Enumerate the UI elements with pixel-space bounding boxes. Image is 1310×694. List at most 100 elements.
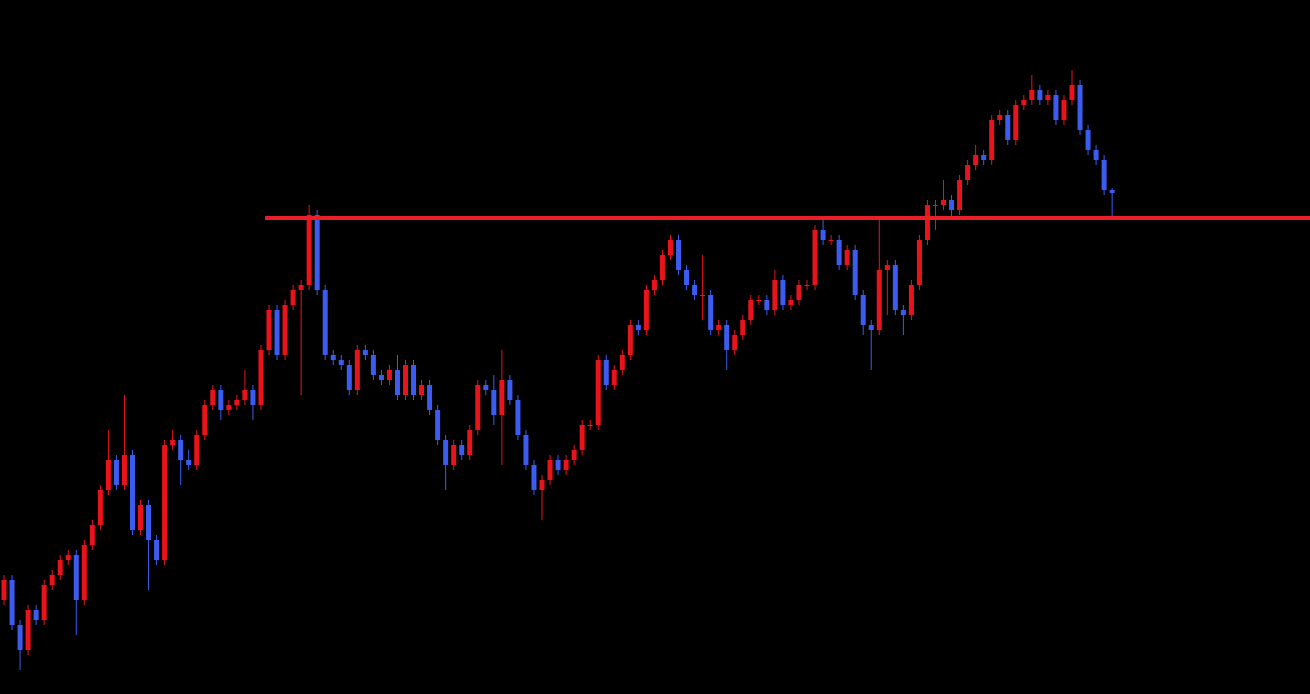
candle-body: [186, 460, 192, 465]
candle-body: [65, 555, 71, 560]
candle-body: [635, 325, 641, 330]
candle-body: [868, 325, 874, 330]
candle-body: [298, 285, 304, 290]
candle-body: [290, 290, 296, 305]
candle-body: [700, 295, 706, 296]
candle-body: [1037, 90, 1043, 100]
candle-body: [234, 400, 240, 405]
candle-body: [989, 120, 995, 160]
candle-body: [595, 360, 601, 425]
candle-body: [218, 390, 224, 410]
candle-body: [852, 250, 858, 295]
candle-body: [1109, 190, 1115, 193]
candle-body: [515, 400, 521, 435]
candle-body: [563, 460, 569, 470]
candle-body: [531, 465, 537, 490]
candle-body: [812, 230, 818, 285]
candle-body: [716, 325, 722, 330]
candle-body: [81, 545, 87, 600]
candle-body: [740, 320, 746, 335]
candle-body: [250, 390, 256, 405]
candle-body: [900, 310, 906, 315]
candle-body: [1005, 115, 1011, 140]
candle-body: [651, 280, 657, 290]
candle-body: [138, 505, 144, 530]
candle-body: [162, 445, 168, 560]
candle-body: [89, 525, 95, 545]
candle-body: [949, 200, 955, 210]
candle-body: [113, 460, 119, 485]
candle-body: [820, 230, 826, 240]
candle-body: [435, 410, 441, 440]
candle-body: [202, 405, 208, 435]
candle-body: [828, 240, 834, 241]
candle-body: [1061, 100, 1067, 120]
candle-body: [756, 300, 762, 301]
candle-body: [941, 200, 947, 205]
candle-body: [732, 335, 738, 350]
candle-body: [362, 350, 368, 355]
candle-body: [274, 310, 280, 355]
candle-body: [724, 325, 730, 350]
candle-body: [780, 280, 786, 305]
candle-body: [1069, 85, 1075, 100]
candle-body: [266, 310, 272, 350]
candle-body: [884, 265, 890, 270]
candle-body: [154, 540, 160, 560]
candle-body: [659, 255, 665, 280]
candle-body: [57, 560, 63, 575]
candle-body: [330, 355, 336, 360]
candle-body: [708, 295, 714, 330]
candle-body: [170, 440, 176, 445]
candle-body: [844, 250, 850, 265]
candle-body: [1077, 85, 1083, 130]
candle-body: [523, 435, 529, 465]
candle-body: [386, 370, 392, 380]
candle-body: [354, 350, 360, 390]
candle-body: [804, 285, 810, 286]
candle-body: [105, 460, 111, 490]
candle-body: [258, 350, 264, 405]
candle-body: [973, 155, 979, 165]
candle-body: [443, 440, 449, 465]
candle-body: [603, 360, 609, 385]
candle-body: [242, 390, 248, 400]
candle-body: [475, 385, 481, 430]
candle-body: [1, 580, 7, 600]
candle-body: [507, 380, 513, 400]
candle-body: [210, 390, 216, 405]
candle-body: [403, 365, 408, 395]
candle-body: [667, 240, 673, 255]
candle-body: [772, 280, 778, 310]
candle-body: [1085, 130, 1091, 150]
candle-body: [322, 290, 328, 355]
candle-body: [860, 295, 866, 325]
candle-body: [579, 425, 585, 450]
candle-body: [876, 270, 882, 330]
candle-body: [1101, 160, 1107, 190]
candle-body: [419, 385, 425, 395]
candle-body: [692, 285, 698, 295]
candle-body: [643, 290, 649, 330]
candle-body: [467, 430, 473, 455]
candle-body: [957, 180, 963, 210]
candle-body: [796, 285, 802, 300]
candle-body: [370, 355, 376, 375]
candle-body: [73, 555, 79, 600]
candle-body: [394, 370, 400, 395]
candle-body: [627, 325, 633, 355]
candle-body: [121, 455, 127, 485]
candle-body: [1053, 95, 1059, 120]
candle-body: [748, 300, 754, 320]
candle-body: [932, 205, 938, 206]
candle-body: [129, 455, 135, 530]
candle-body: [49, 575, 55, 585]
candle-body: [97, 490, 103, 525]
candle-body: [451, 445, 457, 465]
candle-body: [226, 405, 232, 410]
candle-body: [459, 445, 465, 455]
candle-body: [1029, 90, 1035, 100]
candle-body: [764, 300, 770, 310]
candle-body: [41, 585, 47, 620]
